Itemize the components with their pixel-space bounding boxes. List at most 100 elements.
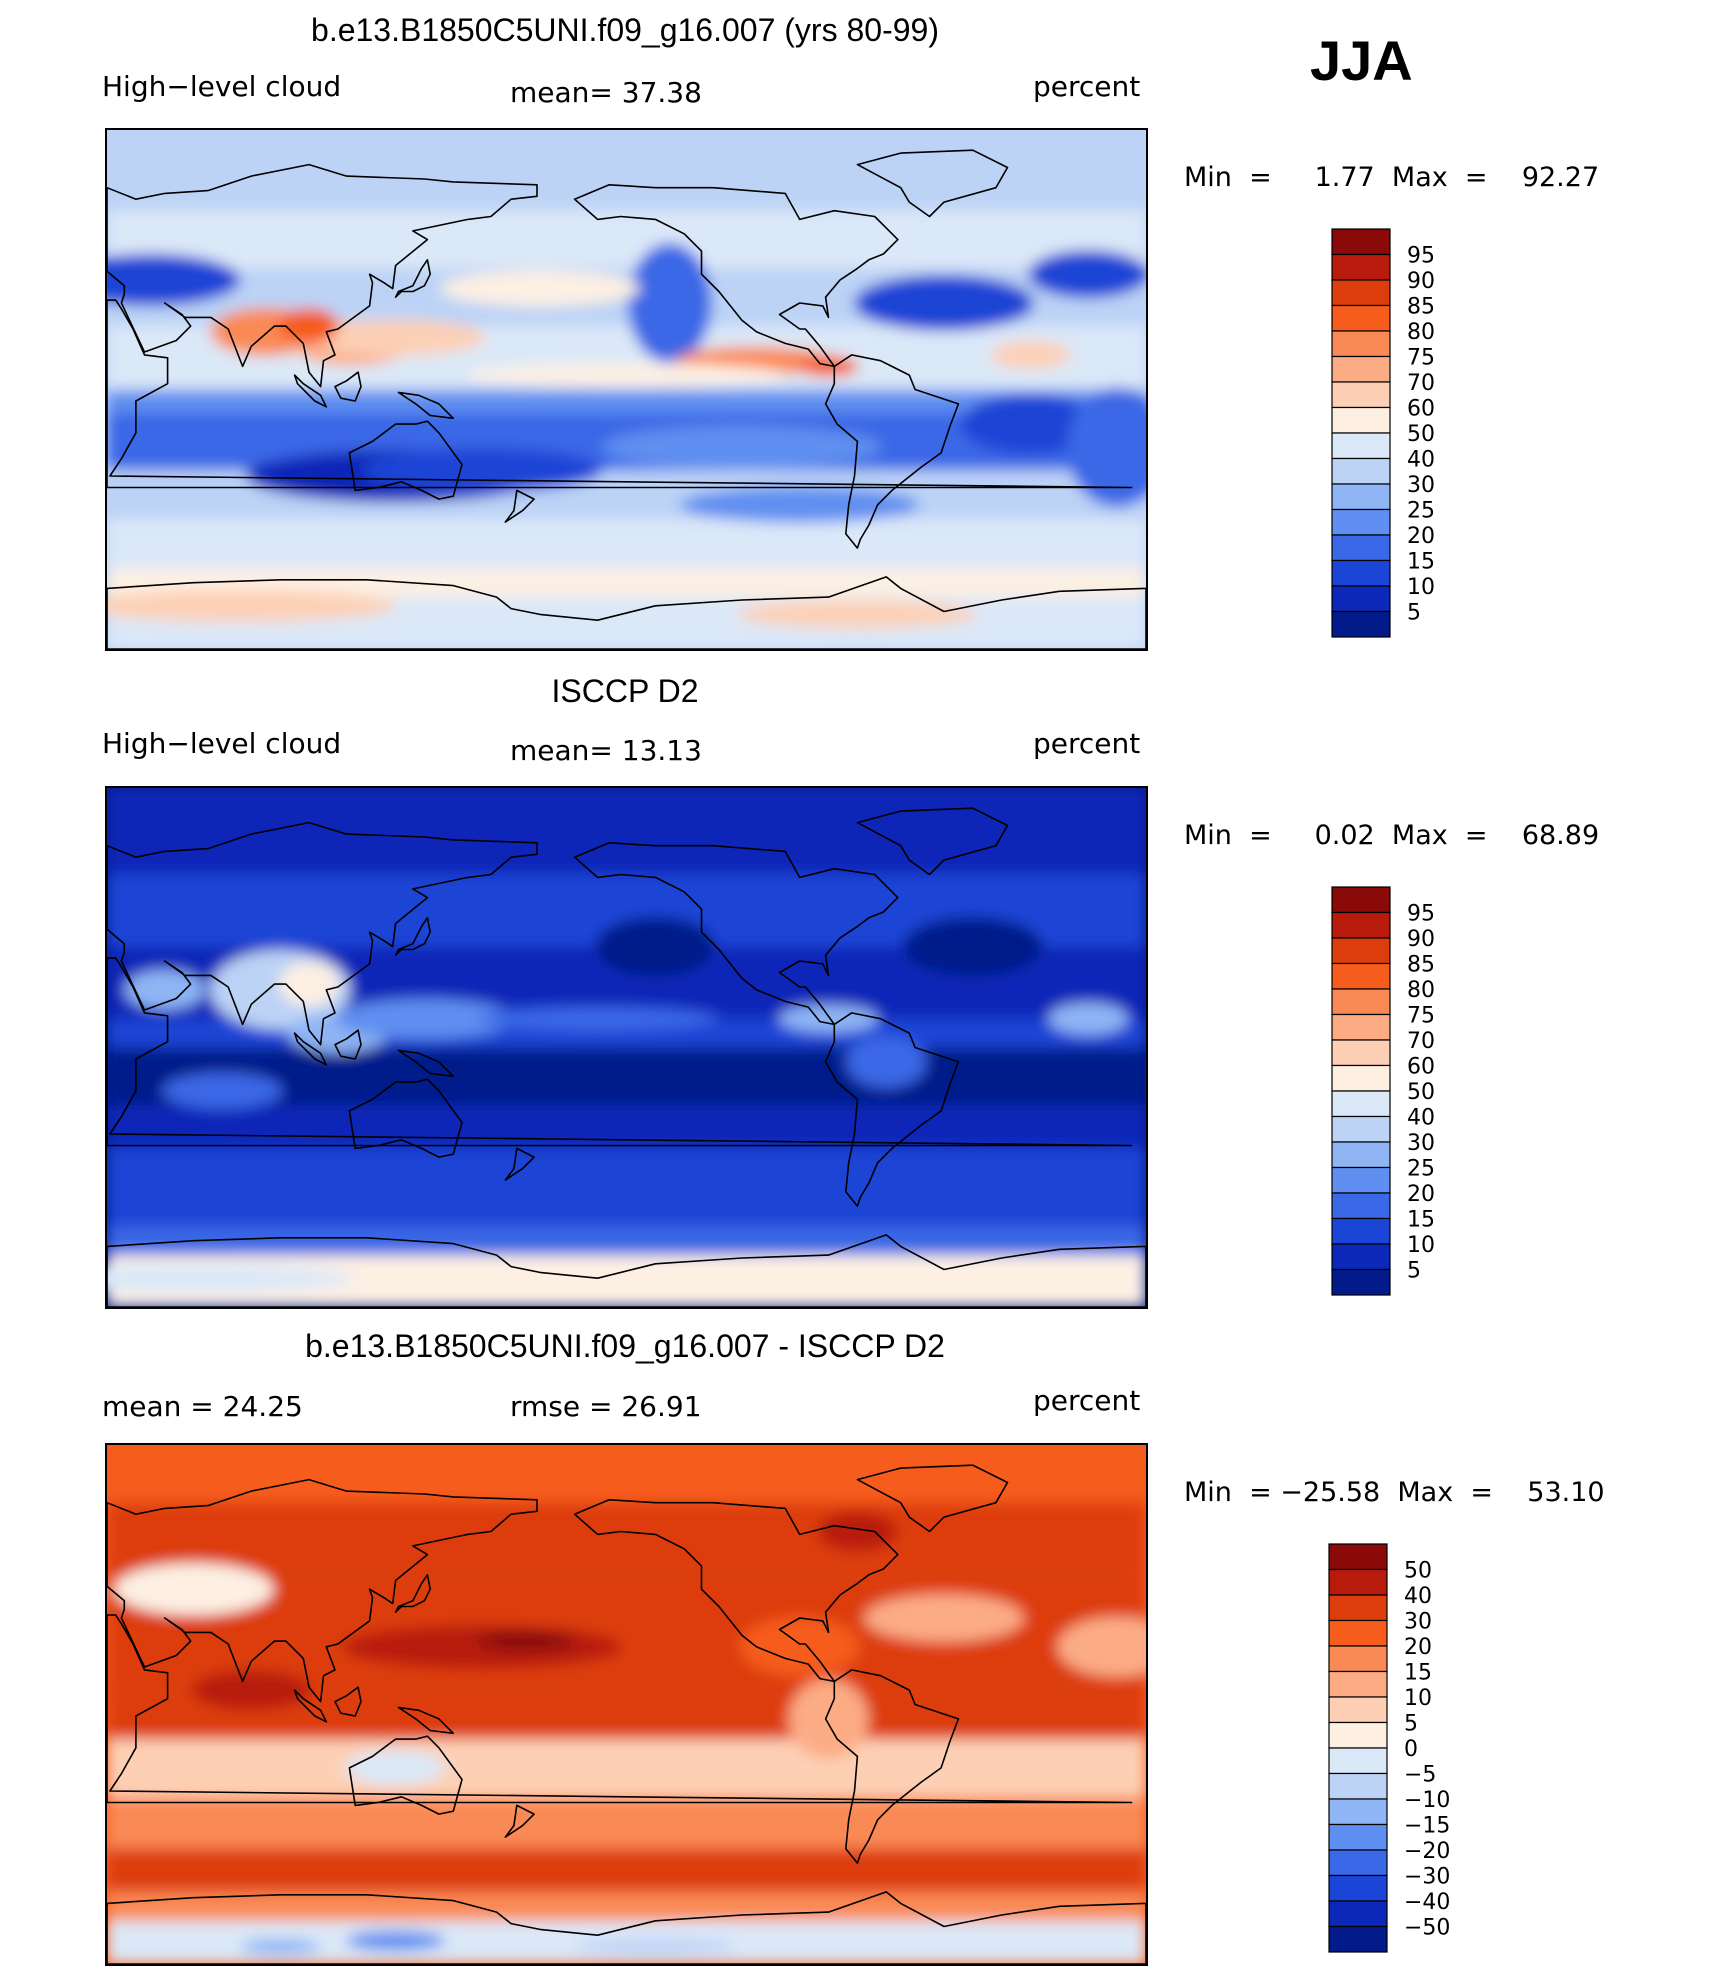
coastline [824,1669,960,1864]
coastline [856,1464,1009,1533]
contour-region [960,394,1101,455]
coastline [397,1706,455,1735]
panel-2-mean-label: mean= 13.13 [510,734,702,767]
contour-region [124,969,205,1010]
colorbar-tick-label: −30 [1404,1865,1450,1890]
colorbar-swatch [1328,1696,1388,1724]
colorbar-swatch [1331,432,1391,460]
contour-region [1028,250,1146,299]
panel-1-variable-label: High−level cloud [102,70,342,103]
panel-3-title: b.e13.B1850C5UNI.f09_g16.007 - ISCCP D2 [305,1328,945,1364]
colorbar-swatch [1328,1619,1388,1647]
panel-1-units-label: percent [1033,70,1141,103]
colorbar-swatch [1331,1115,1391,1143]
colorbar-tick-label: 40 [1407,448,1435,473]
coastline [504,1804,535,1838]
contour-region [477,1006,718,1031]
coastline [293,1689,328,1723]
contour-region [279,308,339,345]
colorbar-tick-label: 60 [1407,1055,1435,1080]
coastline [397,1049,455,1078]
contour-region [601,425,882,470]
panel-3-map [105,1443,1148,1966]
colorbar-swatch [1331,534,1391,562]
colorbar-swatch [1331,406,1391,434]
contour-region [990,340,1071,369]
contour-band [107,1891,1146,1921]
contour-region [846,1035,927,1088]
colorbar-swatch [1328,1670,1388,1698]
panel-3-minmax: Min = −25.58 Max = 53.10 [1184,1477,1605,1508]
colorbar-tick-label: 10 [1407,575,1435,600]
coastline [824,1012,960,1207]
panel-2-title: ISCCP D2 [551,673,699,709]
colorbar-tick-label: 90 [1407,269,1435,294]
colorbar-swatch [1328,1798,1388,1826]
colorbar-tick-label: 15 [1407,1208,1435,1233]
contour-region [342,1624,623,1669]
colorbar-tick-label: 80 [1407,978,1435,1003]
colorbar-tick-label: 15 [1407,550,1435,575]
contour-region [345,1749,446,1786]
contour-region [475,1631,576,1652]
contour-region [107,253,241,306]
panel-1-minmax: Min = 1.77 Max = 92.27 [1184,162,1600,193]
colorbar-tick-label: 50 [1407,1080,1435,1105]
contour-region [1048,1002,1129,1035]
panel-1-map-canvas [107,130,1146,649]
contour-band [107,1848,1146,1892]
colorbar-swatch [1331,457,1391,485]
coastline [573,1499,899,1683]
contour-band [107,1445,1146,1503]
panel-1-title: b.e13.B1850C5UNI.f09_g16.007 (yrs 80-99) [311,12,939,48]
colorbar-swatch [1331,483,1391,511]
contour-region [439,270,640,307]
colorbar-swatch [1331,559,1391,587]
panel-3-rmse-label: rmse = 26.91 [510,1390,702,1423]
contour-region [240,1938,321,1955]
coastline [334,1029,362,1060]
coastline [334,371,362,402]
colorbar-swatch [1331,1268,1391,1296]
season-label: JJA [1310,29,1413,92]
contour-band [107,210,1146,269]
colorbar-tick-label: 25 [1407,1157,1435,1182]
contour-region [854,275,1034,331]
panel-1-map [105,128,1148,651]
coastline [334,1686,362,1717]
colorbar-swatch [1331,962,1391,990]
colorbar-tick-label: 5 [1407,1259,1421,1284]
contour-region [864,1594,1024,1642]
colorbar-swatch [1331,253,1391,281]
coastline [504,1147,535,1181]
colorbar-tick-label: 10 [1407,1233,1435,1258]
coastline [107,299,1133,489]
contour-band [107,389,1146,413]
contour-region [345,1930,446,1951]
colorbar-swatch [1331,1090,1391,1118]
colorbar-tick-label: 20 [1407,524,1435,549]
colorbar-tick-label: 95 [1407,902,1435,927]
colorbar-swatch [1328,1645,1388,1673]
colorbar-swatch [1331,1166,1391,1194]
colorbar-swatch [1331,355,1391,383]
panel-2-units-label: percent [1033,727,1141,760]
colorbar-swatch [1331,610,1391,638]
contour-region [305,319,486,356]
colorbar-swatch [1331,988,1391,1016]
colorbar-swatch [1331,585,1391,613]
panel-2-map-canvas [107,788,1146,1307]
colorbar-swatch [1331,508,1391,536]
coastline [573,842,899,1026]
coastline [107,576,1146,649]
coastline [107,821,538,1046]
colorbar-swatch [1331,381,1391,409]
contour-band [107,519,1146,569]
colorbar-tick-label: 40 [1404,1584,1432,1609]
colorbar-swatch [1331,1192,1391,1220]
colorbar-swatch [1328,1543,1388,1571]
coastline [348,1078,463,1158]
colorbar-swatch [1328,1874,1388,1902]
colorbar-swatch [1328,1721,1388,1749]
